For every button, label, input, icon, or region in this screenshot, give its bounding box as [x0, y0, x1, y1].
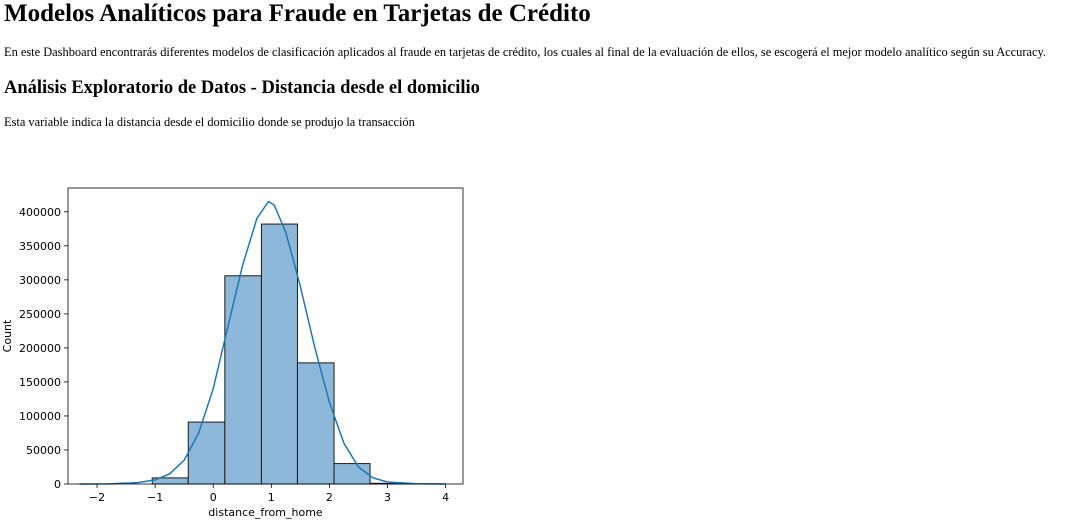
x-tick-label: 2: [326, 491, 333, 504]
histogram-bar: [261, 224, 297, 484]
y-tick-label: 350000: [19, 240, 61, 253]
y-tick-label: 150000: [19, 376, 61, 389]
x-axis-label: distance_from_home: [208, 506, 323, 519]
x-axis-ticks: −2 −1 0 1 2 3 4: [89, 484, 449, 504]
page-title: Modelos Analíticos para Fraude en Tarjet…: [4, 0, 591, 29]
y-tick-label: 50000: [26, 444, 61, 457]
histogram-bar: [225, 276, 262, 484]
y-tick-label: 400000: [19, 206, 61, 219]
y-tick-label: 300000: [19, 274, 61, 287]
histogram-bar: [188, 422, 225, 484]
x-tick-label: −1: [147, 491, 163, 504]
y-axis-ticks: 0 50000 100000 150000 200000 250000 300000 3500…: [19, 206, 68, 491]
y-tick-label: 250000: [19, 308, 61, 321]
histogram-svg: 0 50000 100000 150000 200000 250000 300000 3500…: [0, 180, 470, 525]
x-tick-label: −2: [89, 491, 105, 504]
y-tick-label: 100000: [19, 410, 61, 423]
y-axis-label: Count: [1, 319, 14, 352]
x-tick-label: 4: [442, 491, 449, 504]
histogram-bar: [297, 363, 334, 484]
x-tick-label: 3: [384, 491, 391, 504]
x-tick-label: 1: [268, 491, 275, 504]
section-description: Esta variable indica la distancia desde …: [4, 114, 415, 130]
y-tick-label: 0: [54, 478, 61, 491]
distance-histogram-chart: 0 50000 100000 150000 200000 250000 300000 3500…: [0, 180, 470, 525]
histogram-bar: [334, 464, 370, 484]
x-tick-label: 0: [210, 491, 217, 504]
intro-paragraph: En este Dashboard encontrarás diferentes…: [4, 44, 1046, 60]
section-heading: Análisis Exploratorio de Datos - Distanc…: [4, 77, 480, 99]
histogram-bars: [152, 224, 442, 484]
y-tick-label: 200000: [19, 342, 61, 355]
